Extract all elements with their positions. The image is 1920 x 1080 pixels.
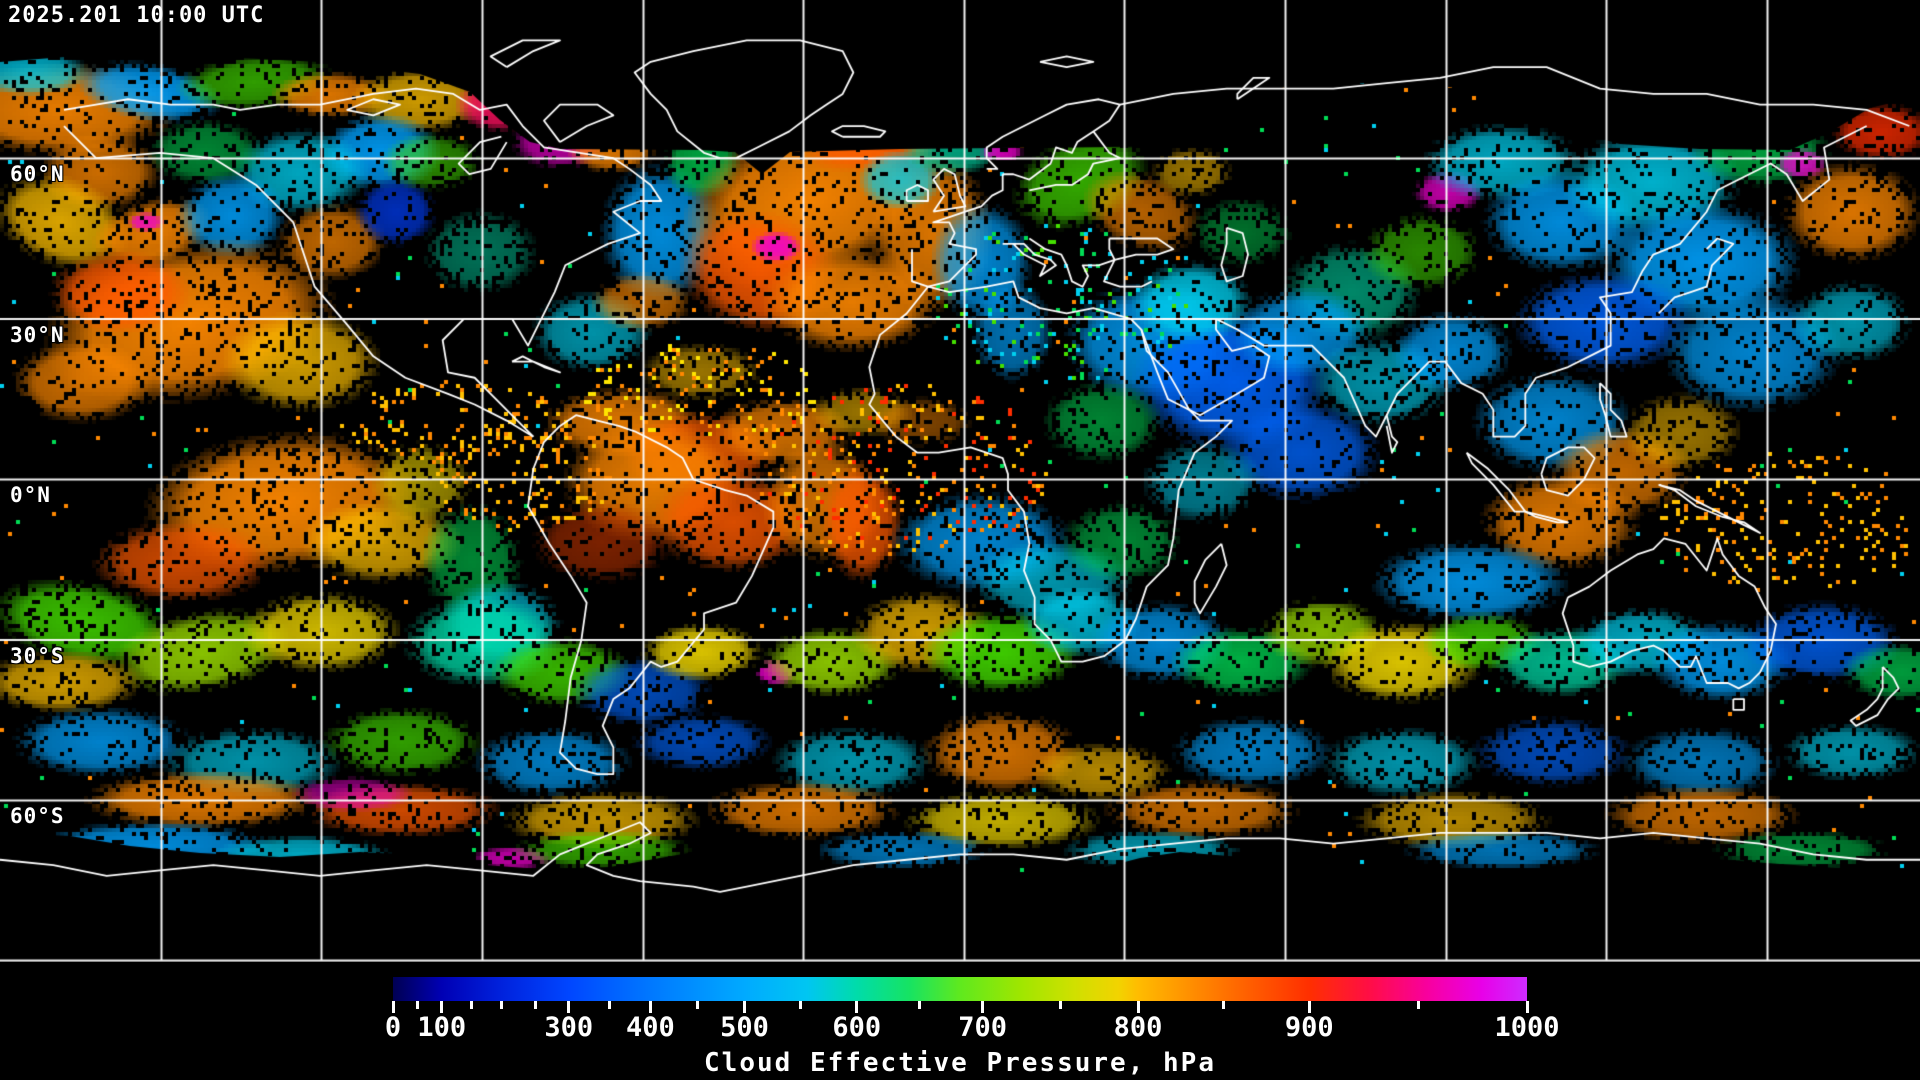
colorbar-tick — [648, 1001, 652, 1013]
colorbar-tick — [1416, 1001, 1420, 1009]
cloud-pressure-map-canvas — [0, 0, 1920, 962]
colorbar-tick — [1307, 1001, 1311, 1013]
lat-label: 60°S — [10, 804, 65, 828]
colorbar — [393, 977, 1527, 1001]
lat-label: 30°N — [10, 323, 65, 347]
colorbar-tick-label: 400 — [626, 1012, 675, 1043]
lat-label: 0°N — [10, 483, 51, 507]
colorbar-tick — [743, 1001, 747, 1013]
colorbar-tick — [500, 1001, 504, 1009]
colorbar-tick-label: 300 — [544, 1012, 594, 1043]
colorbar-tick — [1058, 1001, 1062, 1009]
colorbar-tick — [695, 1001, 699, 1009]
lat-label: 30°S — [10, 644, 65, 668]
colorbar-tick — [415, 1001, 419, 1009]
colorbar-tick-label: 900 — [1284, 1012, 1334, 1043]
colorbar-tick — [855, 1001, 859, 1013]
colorbar-tick — [391, 1001, 395, 1013]
timestamp-label: 2025.201 10:00 UTC — [8, 3, 265, 28]
colorbar-tick-label: 600 — [832, 1012, 882, 1043]
colorbar-tick-label: 100 — [417, 1012, 467, 1043]
colorbar-tick — [567, 1001, 571, 1013]
colorbar-tick — [1525, 1001, 1529, 1013]
colorbar-tick — [608, 1001, 612, 1009]
colorbar-tick — [470, 1001, 474, 1009]
colorbar-tick-label: 1000 — [1494, 1012, 1560, 1043]
colorbar-tick — [1136, 1001, 1140, 1013]
colorbar-tick — [981, 1001, 985, 1013]
colorbar-tick — [799, 1001, 803, 1009]
colorbar-gradient — [393, 977, 1527, 1001]
colorbar-tick-label: 0 — [384, 1012, 402, 1043]
colorbar-tick — [440, 1001, 444, 1013]
colorbar-tick-label: 800 — [1113, 1012, 1163, 1043]
colorbar-title: Cloud Effective Pressure, hPa — [704, 1048, 1216, 1078]
colorbar-tick-label: 500 — [720, 1012, 769, 1043]
lat-label: 60°N — [10, 162, 65, 186]
colorbar-tick — [1222, 1001, 1226, 1009]
colorbar-tick — [918, 1001, 922, 1009]
colorbar-tick — [533, 1001, 537, 1009]
colorbar-tick-label: 700 — [958, 1012, 1008, 1043]
